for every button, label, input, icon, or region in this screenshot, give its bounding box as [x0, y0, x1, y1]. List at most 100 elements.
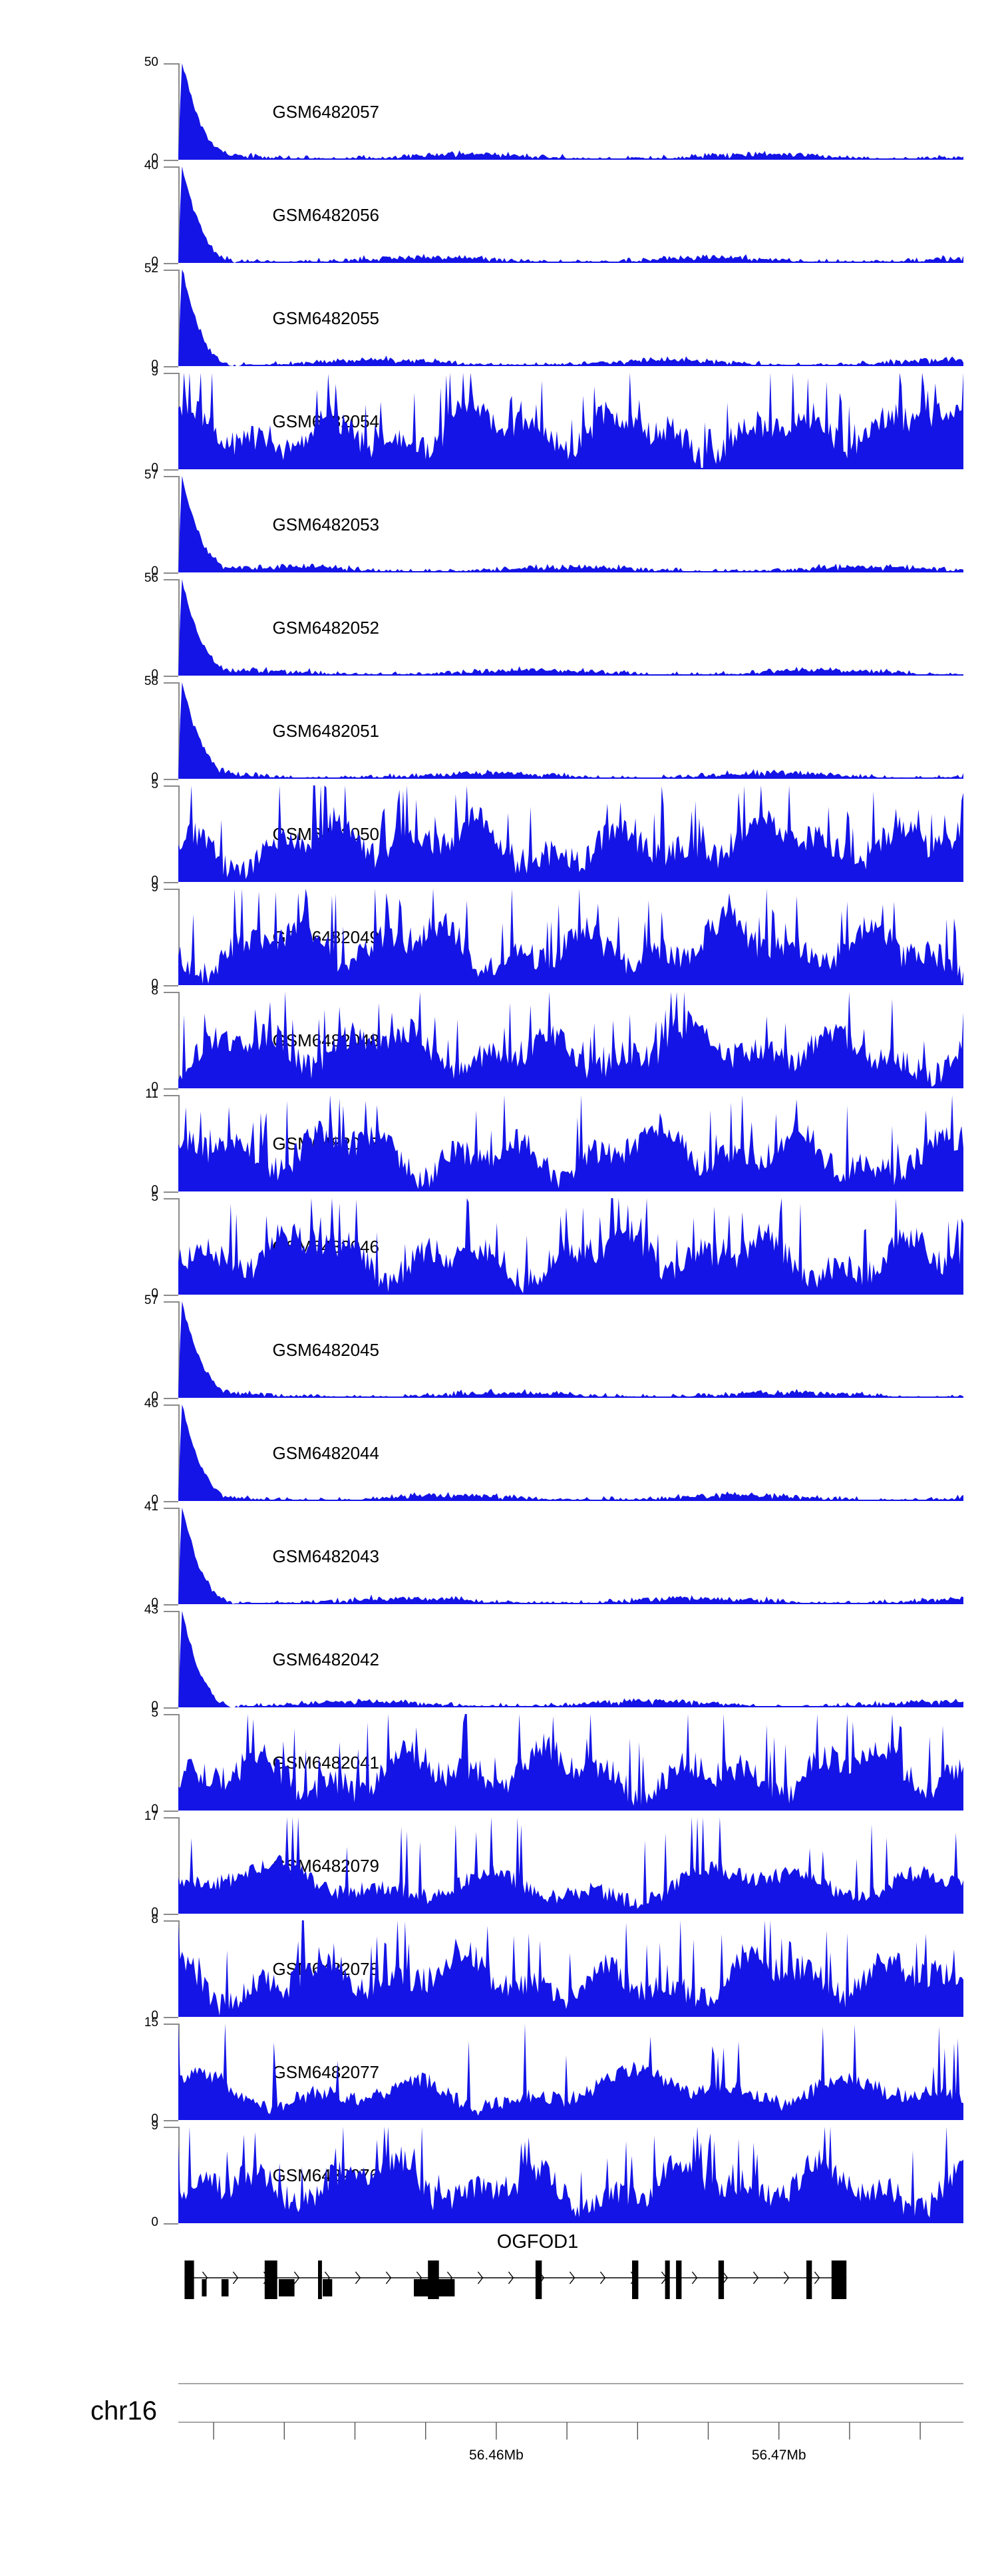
- gene-model-graphic: [178, 2258, 963, 2308]
- track-y-axis: [178, 785, 180, 882]
- track-sample-label: GSM6482042: [272, 1649, 379, 1669]
- y-axis-max-value: 57: [144, 468, 158, 482]
- coverage-area-plot: [178, 682, 963, 779]
- y-axis-tick-max: [164, 1920, 178, 1922]
- y-axis-tick-max: [164, 1508, 178, 1509]
- gene-name-label: OGFOD1: [0, 2231, 998, 2253]
- y-axis-tick-min: [164, 1501, 178, 1502]
- y-axis-tick-min: [164, 1811, 178, 1812]
- coverage-area-plot: [178, 1714, 963, 1811]
- y-axis-tick-min: [164, 263, 178, 264]
- y-axis-max-value: 17: [144, 1809, 158, 1823]
- y-axis-min-value: 0: [151, 1596, 158, 1610]
- y-axis-tick-min: [164, 1398, 178, 1399]
- gene-model-svg: [184, 2260, 847, 2299]
- coverage-area-plot: [178, 992, 963, 1088]
- y-axis-max-value: 40: [144, 158, 158, 172]
- coverage-area-plot: [178, 2127, 963, 2223]
- y-axis-min-value: 0: [151, 152, 158, 166]
- coverage-area-plot: [178, 63, 963, 160]
- y-axis-tick-max: [164, 889, 178, 890]
- y-axis-tick-min: [164, 469, 178, 471]
- chromosome-label: chr16: [90, 2396, 157, 2426]
- coverage-area-plot: [178, 476, 963, 572]
- y-axis-min-value: 0: [151, 358, 158, 372]
- coverage-area-plot: [178, 270, 963, 366]
- y-axis-min-value: 0: [151, 461, 158, 475]
- y-axis-max-value: 52: [144, 262, 158, 276]
- coverage-area-plot: [178, 1611, 963, 1707]
- y-axis-min-value: 0: [151, 1183, 158, 1197]
- y-axis-tick-max: [164, 1714, 178, 1715]
- y-axis-tick-min: [164, 882, 178, 883]
- track-y-axis: [178, 889, 180, 985]
- y-axis-tick-min: [164, 366, 178, 367]
- track-sample-label: GSM6482051: [272, 720, 379, 741]
- y-axis-max-value: 9: [151, 881, 158, 895]
- track-sample-label: GSM6482053: [272, 514, 379, 535]
- y-axis-max-value: 56: [144, 571, 158, 585]
- coverage-area-plot: [178, 2024, 963, 2120]
- coverage-area-plot: [178, 373, 963, 469]
- track-y-axis: [178, 1714, 180, 1811]
- track-y-axis: [178, 166, 180, 263]
- y-axis-tick-max: [164, 270, 178, 271]
- coordinate-axis-svg: 56.46Mb 56.47Mb: [178, 2383, 963, 2463]
- track-y-axis: [178, 1817, 180, 1914]
- y-axis-tick-min: [164, 572, 178, 574]
- track-y-axis: [178, 476, 180, 572]
- y-axis-tick-min: [164, 1707, 178, 1709]
- y-axis-max-value: 5: [151, 1190, 158, 1204]
- y-axis-tick-max: [164, 1198, 178, 1199]
- y-axis-tick-min: [164, 985, 178, 986]
- gene-model-track: OGFOD1: [0, 2231, 998, 2310]
- track-y-axis: [178, 682, 180, 779]
- y-axis-tick-max: [164, 1095, 178, 1096]
- y-axis-tick-max: [164, 2127, 178, 2128]
- y-axis-tick-max: [164, 63, 178, 65]
- y-axis-tick-min: [164, 676, 178, 677]
- y-axis-tick-min: [164, 2223, 178, 2225]
- y-axis-max-value: 8: [151, 1912, 158, 1926]
- y-axis-min-value: 0: [151, 668, 158, 682]
- y-axis-max-value: 8: [151, 984, 158, 998]
- track-sample-label: GSM6482055: [272, 308, 379, 328]
- track-y-axis: [178, 270, 180, 366]
- track-sample-label: GSM6482056: [272, 204, 379, 225]
- track-y-axis: [178, 1611, 180, 1707]
- y-axis-tick-min: [164, 779, 178, 780]
- y-axis-max-value: 9: [151, 365, 158, 379]
- track-y-axis: [178, 1095, 180, 1191]
- y-axis-max-value: 5: [151, 777, 158, 791]
- svg-text:56.46Mb: 56.46Mb: [469, 2448, 524, 2463]
- track-y-axis: [178, 1301, 180, 1398]
- y-axis-tick-max: [164, 166, 178, 168]
- y-axis-min-value: 0: [151, 1287, 158, 1301]
- y-axis-max-value: 43: [144, 1603, 158, 1617]
- y-axis-tick-max: [164, 373, 178, 374]
- y-axis-min-value: 0: [151, 1803, 158, 1817]
- track-sample-label: GSM6482057: [272, 101, 379, 122]
- y-axis-max-value: 58: [144, 674, 158, 688]
- y-axis-min-value: 0: [151, 977, 158, 991]
- y-axis-max-value: 5: [151, 1706, 158, 1720]
- y-axis-min-value: 0: [151, 1493, 158, 1507]
- y-axis-tick-max: [164, 992, 178, 993]
- y-axis-tick-min: [164, 1295, 178, 1296]
- y-axis-min-value: 0: [151, 2215, 158, 2229]
- track-sample-label: GSM6482044: [272, 1442, 379, 1463]
- y-axis-tick-max: [164, 682, 178, 684]
- svg-text:56.47Mb: 56.47Mb: [752, 2448, 806, 2463]
- coverage-area-plot: [178, 1301, 963, 1398]
- y-axis-min-value: 0: [151, 255, 158, 269]
- track-y-axis: [178, 1198, 180, 1295]
- track-y-axis: [178, 1508, 180, 1604]
- coverage-area-plot: [178, 785, 963, 882]
- coverage-area-plot: [178, 1404, 963, 1501]
- track-y-axis: [178, 1404, 180, 1501]
- y-axis-max-value: 50: [144, 55, 158, 69]
- y-axis-tick-max: [164, 579, 178, 580]
- track-y-axis: [178, 63, 180, 160]
- coverage-area-plot: [178, 1920, 963, 2017]
- y-axis-max-value: 46: [144, 1396, 158, 1410]
